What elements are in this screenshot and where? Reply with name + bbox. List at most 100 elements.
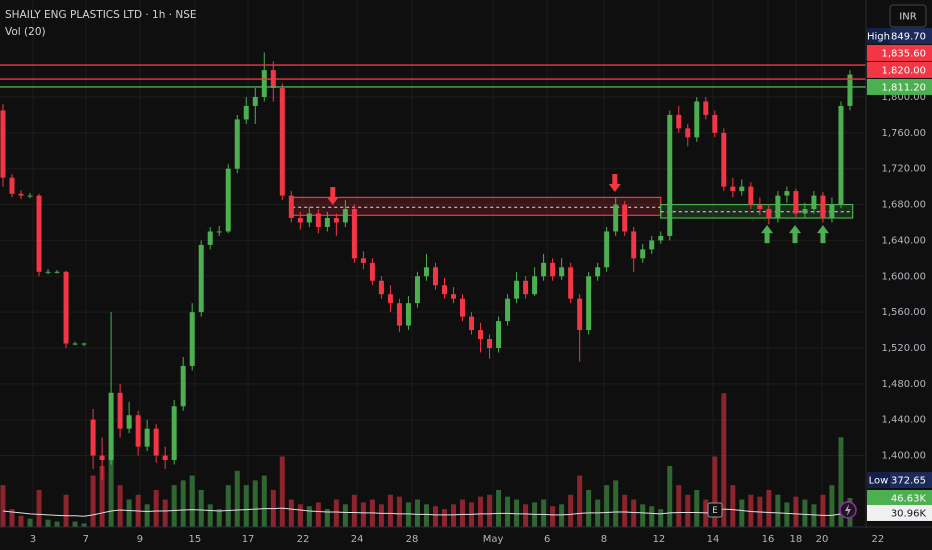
candle-body [469, 316, 475, 331]
candle-body [405, 303, 411, 326]
candle-body [252, 96, 258, 106]
candle-body [640, 249, 646, 259]
price-tag-name [867, 472, 890, 489]
candle-body [180, 365, 186, 407]
candle-body [478, 330, 484, 340]
candle-body [333, 218, 339, 223]
candle-body [739, 186, 745, 192]
volume-bar [27, 518, 33, 527]
candle-body [712, 114, 718, 133]
volume-bar [505, 496, 511, 527]
candle-body [505, 298, 511, 322]
y-tick-label: 1,520.00 [881, 343, 926, 354]
x-tick-label: 17 [242, 534, 255, 545]
candle-body [315, 213, 321, 227]
x-tick-label: 9 [137, 534, 143, 545]
candle-body [108, 392, 114, 461]
price-tag [867, 489, 932, 506]
candle-body [324, 218, 330, 227]
x-tick-label: 7 [83, 534, 89, 545]
candle-body [288, 195, 294, 219]
volume-bar [694, 489, 700, 527]
candle-body [622, 204, 628, 232]
arrow [608, 174, 621, 193]
candle-body [297, 218, 303, 223]
candle-body [586, 276, 592, 331]
volume-bar [387, 494, 393, 527]
volume-bar [351, 494, 357, 527]
candle-body [387, 294, 393, 304]
volume-bar [721, 393, 727, 527]
volume-bar [766, 489, 772, 527]
x-tick-label: 22 [872, 534, 885, 545]
volume-bar [279, 456, 285, 527]
arrow [761, 225, 774, 244]
x-tick-label: 8 [601, 534, 607, 545]
plot [0, 52, 866, 527]
candle-body [784, 191, 790, 196]
candle-body [279, 88, 285, 196]
volume-bar [225, 485, 231, 527]
volume-bar [658, 509, 664, 527]
volume-bar [333, 499, 339, 527]
y-tick-label: 1,440.00 [881, 415, 926, 426]
volume-bar [216, 509, 222, 527]
x-tick-label: 12 [653, 534, 666, 545]
candle-body [189, 312, 195, 366]
volume-bar [820, 494, 826, 527]
candle-body [243, 105, 249, 120]
price-tag-label: 1,820.00 [881, 65, 926, 76]
volume-bar [450, 504, 456, 527]
price-tag [867, 78, 932, 95]
candle-body [568, 267, 574, 299]
volume-bar [613, 480, 619, 527]
volume-bar [496, 489, 502, 527]
volume-bar [577, 475, 583, 527]
candle-body [775, 195, 781, 219]
candle-body [766, 209, 772, 219]
volume-bar [378, 504, 384, 527]
volume-bar [514, 499, 520, 527]
earnings-marker[interactable] [707, 502, 723, 518]
candle-body [162, 455, 168, 461]
volume-bar [775, 494, 781, 527]
candle-body [460, 298, 466, 317]
volume-bar [117, 485, 123, 527]
currency-button[interactable] [889, 4, 927, 28]
y-tick-label: 1,480.00 [881, 379, 926, 390]
volume-bar [730, 485, 736, 527]
candle-body [487, 339, 493, 348]
volume-bar [81, 523, 87, 527]
candle-body [541, 262, 547, 277]
candle-body [721, 132, 727, 187]
candle-body [802, 209, 808, 214]
candle-body [171, 406, 177, 461]
price-tag [867, 504, 932, 521]
candle-body [595, 267, 601, 277]
volume-bar [234, 470, 240, 527]
candle-body [631, 231, 637, 259]
candle-body [423, 267, 429, 277]
candle-body [261, 70, 267, 97]
volume-bar [0, 485, 6, 527]
candle-body [36, 195, 42, 272]
volume-bar [838, 437, 844, 527]
volume-bar [622, 494, 628, 527]
candle-body [396, 303, 402, 326]
volume-bar [523, 504, 529, 527]
price-tag-label: 1,372.65 [881, 476, 926, 487]
candle-body [658, 235, 664, 241]
candle-body [730, 186, 736, 192]
volume-bar [288, 499, 294, 527]
candle-body [18, 193, 24, 196]
volume-bar [478, 496, 484, 527]
volume-bar [396, 496, 402, 527]
candle-body [550, 262, 556, 277]
candle-body [369, 262, 375, 281]
candle-body [523, 280, 529, 295]
arrow [788, 225, 801, 244]
volume-bar [261, 475, 267, 527]
candle-body [532, 276, 538, 295]
candle-body [847, 74, 853, 106]
